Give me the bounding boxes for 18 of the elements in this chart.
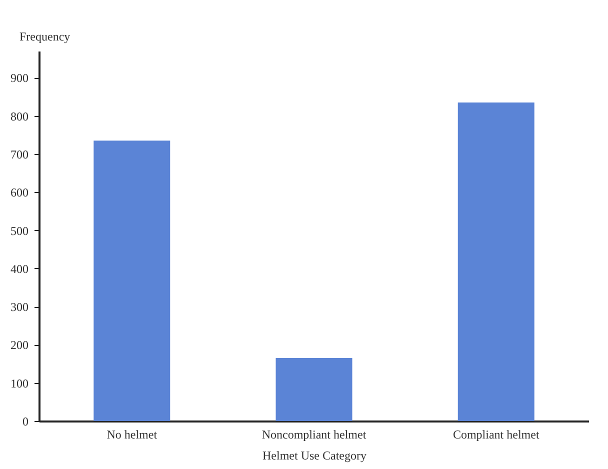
y-tick-label: 500 (10, 224, 28, 238)
y-tick-label: 700 (10, 147, 28, 162)
y-tick-label: 0 (22, 414, 28, 428)
y-tick-label: 200 (10, 338, 28, 352)
bar (276, 358, 352, 421)
x-axis-title: Helmet Use Category (262, 448, 366, 462)
y-tick-label: 100 (10, 376, 28, 390)
y-tick-label: 300 (10, 300, 28, 314)
x-tick-label: Noncompliant helmet (262, 428, 367, 442)
y-axis-title: Frequency (20, 30, 70, 44)
y-tick-label: 900 (10, 71, 28, 86)
y-tick-label: 800 (10, 109, 28, 124)
y-tick-label: 400 (10, 262, 28, 276)
x-tick-label: No helmet (106, 428, 158, 442)
x-tick-label: Compliant helmet (452, 428, 540, 442)
y-tick-label: 600 (10, 186, 28, 200)
bar (94, 140, 170, 421)
bar (458, 102, 534, 421)
